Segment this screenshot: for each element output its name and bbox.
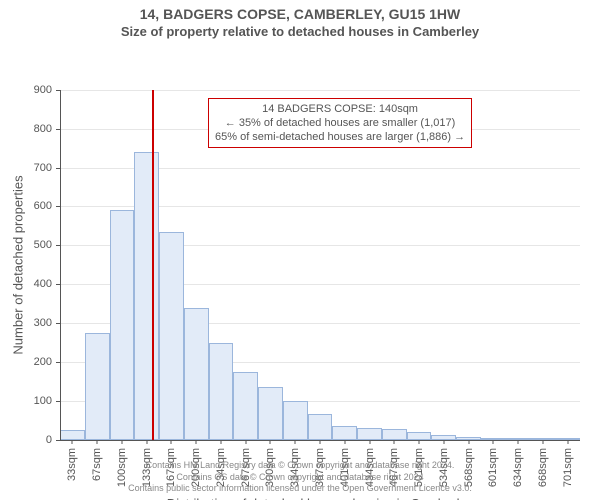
footer: Contains HM Land Registry data © Crown c… [0,460,600,494]
plot-area: 14 BADGERS COPSE: 140sqm← 35% of detache… [60,90,580,440]
histogram-bar [382,429,407,440]
histogram-bar [60,430,85,440]
annotation-line: ← 35% of detached houses are smaller (1,… [215,116,465,130]
y-tick-label: 200 [34,356,52,368]
y-tick-label: 500 [34,239,52,251]
histogram-bar [357,428,382,440]
histogram-bar [110,210,135,439]
histogram-bar [283,401,308,440]
histogram-bar [85,333,110,440]
histogram-bar [209,343,234,440]
chart-container: 14 BADGERS COPSE: 140sqm← 35% of detache… [0,40,600,500]
y-axis-label: Number of detached properties [11,175,26,354]
annotation-box: 14 BADGERS COPSE: 140sqm← 35% of detache… [208,98,472,148]
y-tick-label: 0 [46,434,52,446]
histogram-bar [258,387,283,440]
histogram-bar [134,152,159,440]
marker-line [152,90,154,440]
histogram-bar [233,372,258,440]
y-tick-label: 900 [34,84,52,96]
y-tick-label: 300 [34,317,52,329]
annotation-line: 14 BADGERS COPSE: 140sqm [215,102,465,116]
chart-subtitle: Size of property relative to detached ho… [0,24,600,40]
y-tick-label: 400 [34,278,52,290]
histogram-bar [159,232,184,440]
histogram-bar [332,426,357,440]
y-tick-label: 100 [34,395,52,407]
y-axis-line [60,90,61,440]
y-tick-label: 800 [34,123,52,135]
footer-line: Contains public sector information licen… [0,483,600,494]
x-axis-label: Distribution of detached houses by size … [167,496,473,500]
histogram-bar [184,308,209,440]
y-tick-label: 600 [34,200,52,212]
chart-title: 14, BADGERS COPSE, CAMBERLEY, GU15 1HW [0,0,600,24]
histogram-bar [407,432,432,440]
footer-line: Contains OS data © Crown copyright and d… [0,472,600,483]
gridline [60,90,580,91]
footer-line: Contains HM Land Registry data © Crown c… [0,460,600,471]
x-axis-line [60,440,580,441]
histogram-bar [308,414,333,439]
y-tick-label: 700 [34,162,52,174]
annotation-line: 65% of semi-detached houses are larger (… [215,130,465,144]
